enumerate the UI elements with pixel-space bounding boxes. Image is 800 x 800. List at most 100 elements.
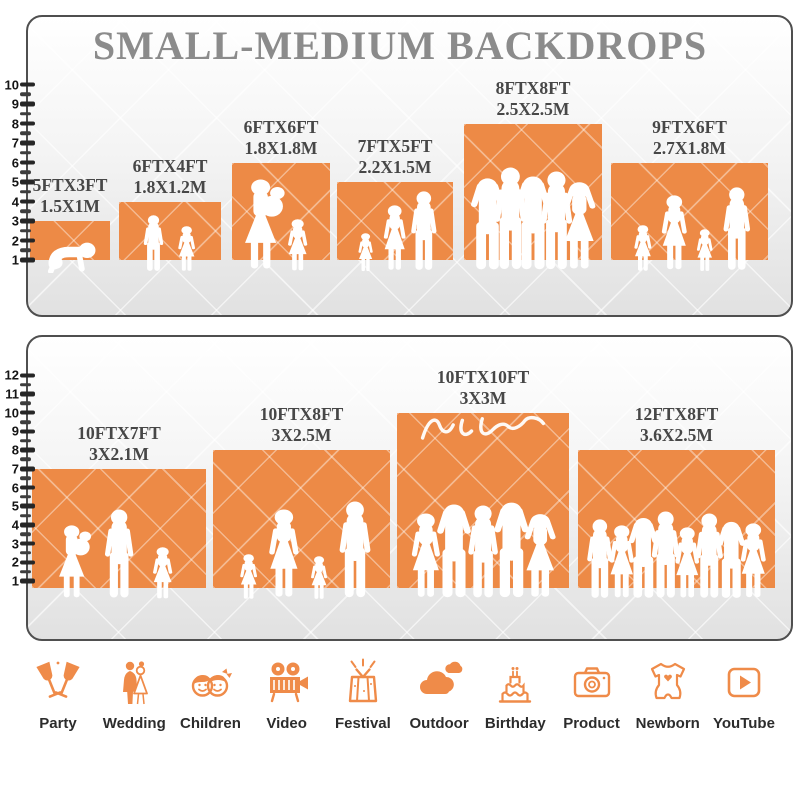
tick-dash (20, 257, 35, 263)
ruler-halftick (2, 569, 31, 574)
backdrop-size-label: 6FTX4FT 1.8X1.2M (133, 156, 208, 198)
silhouette-boy (139, 215, 168, 273)
tick-dash (20, 578, 35, 584)
ruler-tick-5: 5 (2, 175, 35, 190)
category-label: Outdoor (409, 715, 469, 732)
photo-camera-icon (568, 658, 616, 706)
tick-dash (20, 160, 35, 165)
ruler-tick-11: 11 (2, 387, 35, 402)
tick-number: 4 (11, 194, 19, 209)
tick-dash (20, 199, 35, 204)
tick-number: 6 (11, 155, 19, 170)
ruler-tick-10: 10 (2, 405, 35, 420)
tick-number: 3 (11, 213, 19, 229)
ruler-halftick (2, 495, 31, 499)
size-feet: 9FTX6FT (652, 116, 727, 137)
tick-dash (20, 248, 31, 252)
silhouette-man (717, 187, 757, 273)
tick-dash (20, 92, 31, 96)
tick-number: 8 (11, 116, 19, 131)
tick-dash (20, 229, 31, 233)
ruler-halftick (2, 190, 31, 194)
ruler-halftick (2, 248, 31, 252)
category-product: Product (556, 658, 628, 732)
tick-dash (20, 140, 35, 146)
tick-number: 10 (4, 77, 19, 92)
ruler-tick-8: 8 (2, 443, 35, 458)
tick-dash (20, 218, 35, 224)
tick-dash (20, 485, 35, 490)
ruler-tick-3: 3 (2, 214, 35, 229)
silhouette-man (405, 191, 443, 273)
backdrop-size-label: 8FTX8FT 2.5X2.5M (496, 78, 571, 120)
tick-dash (20, 401, 31, 406)
ruler-tick-8: 8 (2, 116, 35, 131)
backdrop-10ftx7ft (32, 468, 206, 588)
size-meters: 3X2.5M (271, 425, 332, 446)
tick-dash (20, 151, 31, 155)
backdrop-size-label: 10FTX8FT 3X2.5M (260, 404, 344, 446)
ruler-halftick (2, 513, 31, 518)
ruler-tick-2: 2 (2, 555, 35, 570)
size-feet: 8FTX8FT (495, 77, 571, 98)
panel-medium-backdrops: 12 11 10 9 8 7 6 5 4 3 2 1 10FTX7FT 3X2.1M 10FTX8FT 3X2… (5, 335, 793, 641)
silhouette-man (98, 509, 140, 601)
ruler-halftick (2, 170, 31, 174)
size-feet: 6FTX4FT (132, 155, 208, 176)
tick-dash (20, 190, 31, 194)
silhouette-woman (733, 523, 774, 601)
category-children: Children (174, 658, 246, 732)
tick-number: 7 (11, 135, 19, 151)
size-meters: 2.5X2.5M (496, 98, 570, 119)
tick-dash (20, 101, 35, 107)
size-meters: 1.8X1.8M (244, 137, 318, 158)
category-label: Children (180, 715, 241, 732)
ruler-halftick (2, 439, 31, 443)
ruler-tick-9: 9 (2, 424, 35, 439)
tick-dash (20, 457, 31, 462)
tick-dash (20, 447, 35, 453)
tick-dash (20, 238, 35, 243)
category-label: Party (39, 715, 77, 732)
tick-dash (20, 112, 31, 116)
category-label: Festival (334, 715, 391, 732)
ruler-halftick (2, 476, 31, 480)
silhouette-woman-arms-up (515, 511, 565, 601)
ruler-halftick (2, 229, 31, 233)
children-faces-icon (186, 658, 234, 706)
size-meters: 1.8X1.2M (133, 176, 207, 197)
video-camera-icon (263, 658, 311, 706)
category-outdoor: Outdoor (403, 658, 475, 732)
category-birthday: Birthday (479, 658, 551, 732)
tick-number: 3 (11, 536, 19, 552)
category-label: Newborn (635, 715, 700, 732)
tick-dash (20, 560, 35, 565)
ruler-tick-3: 3 (2, 536, 35, 551)
size-feet: 10FTX7FT (77, 422, 161, 443)
size-meters: 3X2.1M (89, 443, 149, 464)
tick-dash (20, 551, 31, 555)
tick-dash (20, 522, 35, 528)
silhouette-girl (173, 226, 200, 273)
backdrop-9ftx6ft (611, 162, 768, 261)
tick-dash (20, 429, 35, 434)
tick-dash (20, 170, 31, 174)
tick-dash (20, 439, 31, 443)
size-meters: 2.7X1.8M (653, 137, 726, 158)
ruler-tick-7: 7 (2, 136, 35, 151)
tick-dash (20, 373, 35, 378)
tick-dash (20, 476, 31, 480)
ruler-tick-9: 9 (2, 97, 35, 112)
backdrop-size-label: 5FTX3FT 1.5X1M (33, 175, 108, 217)
ruler-halftick (2, 401, 31, 406)
tick-number: 9 (11, 423, 19, 439)
size-feet: 10FTX10FT (436, 366, 530, 387)
tick-number: 1 (11, 573, 19, 589)
ruler-halftick (2, 92, 31, 96)
tick-dash (20, 121, 35, 126)
ruler-halftick (2, 457, 31, 462)
category-festival: Festival (327, 658, 399, 732)
size-meters: 3.6X2.5M (640, 425, 713, 446)
ruler-tick-10: 10 (2, 77, 35, 92)
